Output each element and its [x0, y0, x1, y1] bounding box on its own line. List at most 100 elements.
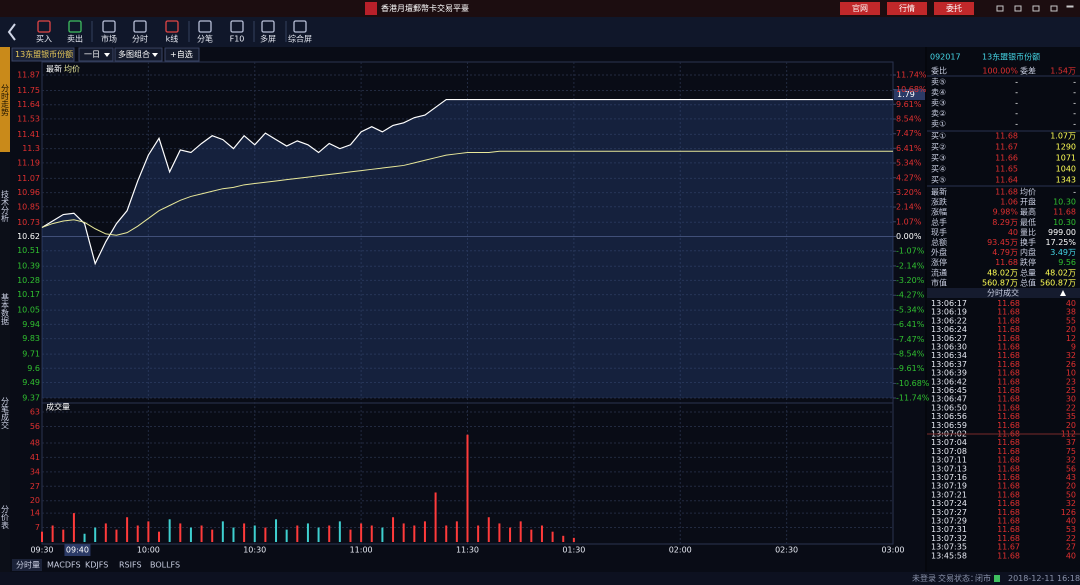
side-tab[interactable]: 分时走势 — [1, 84, 10, 117]
back-button[interactable] — [7, 23, 16, 41]
toolbar-label[interactable]: 市场 — [101, 34, 117, 44]
toolbar-label[interactable]: 卖出 — [67, 34, 83, 44]
toolbar-icon[interactable] — [293, 20, 307, 33]
toolbar-icon[interactable] — [68, 20, 82, 33]
quote-cell: 内盘 — [1020, 247, 1036, 257]
quote-cell: 总量 — [1020, 267, 1036, 277]
quote-cell: 买④ — [931, 165, 946, 174]
title-button-label[interactable]: 委托 — [946, 3, 962, 13]
layout-label[interactable]: 多图组合 — [118, 49, 150, 59]
side-tab[interactable]: 分笔成交 — [1, 397, 10, 430]
volume-bar — [572, 537, 575, 542]
bottom-tab[interactable]: MACDFS — [47, 561, 81, 570]
trade-price: 11.68 — [997, 456, 1020, 465]
toolbar-label[interactable]: 综合屏 — [288, 34, 312, 44]
trade-time: 13:07:16 — [931, 473, 967, 482]
pct-tick-label: -8.54% — [896, 349, 925, 358]
y-tick-label: 7 — [35, 523, 40, 532]
trade-volume: 10 — [1066, 369, 1076, 378]
y-tick-label: 11.19 — [17, 158, 40, 167]
toolbar-label[interactable]: k线 — [166, 34, 179, 44]
trade-time: 13:07:04 — [931, 438, 967, 447]
volume-bar — [126, 517, 129, 542]
trades-sort[interactable] — [1060, 290, 1066, 296]
bottom-tab[interactable]: KDJFS — [85, 561, 108, 570]
toolbar-icon[interactable] — [37, 20, 51, 33]
toolbar-label[interactable]: 分时 — [132, 34, 148, 44]
quote-cell: 总值 — [1020, 277, 1036, 287]
symbol-tab-label[interactable]: 13东盟银币份额 — [15, 49, 73, 59]
bottom-tab[interactable]: RSIFS — [119, 561, 142, 570]
cursor-value-box — [894, 89, 925, 100]
window-control[interactable] — [1050, 5, 1058, 12]
window-control[interactable] — [1066, 5, 1074, 8]
trade-price: 11.68 — [997, 343, 1020, 352]
quote-cell: 卖⑤ — [931, 78, 946, 87]
watch-label[interactable]: +自选 — [170, 49, 193, 59]
toolbar-label[interactable]: F10 — [230, 35, 245, 44]
trade-volume: 22 — [1066, 534, 1076, 543]
toolbar-icon[interactable] — [133, 20, 147, 33]
x-tick-label: 02:00 — [669, 546, 692, 555]
layout-select[interactable] — [114, 47, 163, 62]
watch-button[interactable] — [164, 47, 200, 62]
period-select[interactable] — [78, 47, 114, 62]
toolbar-icon[interactable] — [165, 20, 179, 33]
toolbar-icon[interactable] — [102, 20, 116, 33]
period-label[interactable]: 一日 — [84, 50, 100, 59]
quote-cell: 93.45万 — [987, 238, 1018, 247]
quote-cell: 1.06 — [1000, 198, 1018, 207]
toolbar-label[interactable]: 买入 — [36, 35, 52, 44]
toolbar-label[interactable]: 分笔 — [197, 34, 213, 44]
quote-cell: 4.79万 — [992, 248, 1018, 257]
quote-cell: - — [1015, 120, 1018, 129]
bottom-tab-active[interactable] — [12, 559, 42, 571]
quote-cell: 3.49万 — [1050, 248, 1076, 257]
x-tick-label: 03:00 — [881, 546, 904, 555]
quote-cell: 11.67 — [995, 143, 1018, 152]
trade-time: 13:06:37 — [931, 360, 967, 369]
window-control[interactable] — [1014, 5, 1022, 12]
bottom-tab[interactable]: 分时量 — [16, 560, 40, 570]
trade-price: 11.68 — [997, 447, 1020, 456]
quote-cell: - — [1073, 188, 1076, 197]
window-control[interactable] — [1032, 5, 1040, 12]
pct-tick-label: -1.07% — [896, 247, 925, 256]
quote-name: 13东盟银币份额 — [982, 52, 1040, 62]
side-tab[interactable]: 技术分析 — [1, 189, 10, 223]
pct-tick-label: 0.00% — [896, 232, 922, 241]
trade-price: 11.68 — [997, 490, 1020, 499]
trade-price: 11.68 — [997, 299, 1020, 308]
title-button[interactable] — [840, 2, 880, 15]
y-tick-label: 48 — [30, 438, 40, 447]
toolbar-icon[interactable] — [198, 20, 212, 33]
volume-bar — [445, 525, 448, 542]
title-button[interactable] — [887, 2, 927, 15]
toolbar-label[interactable]: 多屏 — [260, 34, 276, 44]
side-tab[interactable]: 基本数据 — [1, 292, 10, 326]
volume-bar — [200, 525, 203, 542]
trade-volume: 32 — [1066, 456, 1076, 465]
quote-cell: - — [1073, 120, 1076, 129]
pct-tick-label: -11.74% — [896, 394, 930, 403]
trade-volume: 27 — [1066, 543, 1076, 552]
title-button-label[interactable]: 行情 — [899, 3, 915, 13]
y-tick-label: 11.64 — [17, 100, 40, 109]
toolbar-icon[interactable] — [230, 20, 244, 33]
title-button[interactable] — [934, 2, 974, 15]
trade-volume: 75 — [1066, 447, 1076, 456]
window-control[interactable] — [996, 5, 1004, 12]
trade-time: 13:06:47 — [931, 395, 967, 404]
status-text: 2018-12-11 16:18:29 — [1008, 574, 1080, 583]
side-tab-active[interactable] — [0, 47, 10, 152]
volume-bar — [509, 527, 512, 542]
quote-cell: 委比 — [931, 66, 947, 76]
app-title: 香港月壇郵幣卡交易平臺 — [381, 3, 469, 13]
toolbar-icon[interactable] — [261, 20, 275, 33]
side-tab[interactable]: 分价表 — [1, 505, 10, 530]
title-button-label[interactable]: 官网 — [852, 3, 868, 13]
bottom-tab[interactable]: BOLLFS — [150, 561, 180, 570]
quote-cell: 11.68 — [995, 258, 1018, 267]
symbol-tab[interactable] — [11, 47, 75, 62]
